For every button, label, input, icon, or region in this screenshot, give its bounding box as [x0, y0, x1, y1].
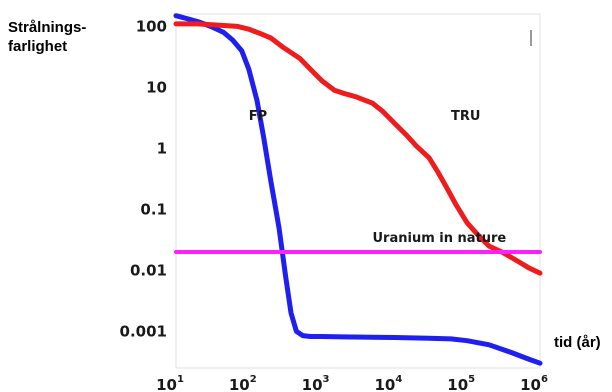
x-tick-labels: 101 102 103 104 105 106 — [156, 374, 548, 392]
x-tick-label: 102 — [229, 374, 257, 392]
y-tick-labels: 100 10 1 0.1 0.01 0.001 — [120, 17, 167, 340]
annotation-tru: TRU — [451, 109, 480, 124]
plot-frame — [175, 13, 541, 369]
y-tick-label: 0.1 — [140, 200, 167, 218]
y-tick-label: 0.001 — [120, 322, 167, 340]
x-tick-label: 101 — [156, 374, 184, 392]
x-axis-label: tid (år) — [554, 334, 601, 351]
y-tick-label: 0.01 — [130, 261, 167, 279]
y-tick-label: 10 — [146, 78, 167, 96]
y-axis-label: Strålnings- farlighet — [8, 18, 86, 56]
y-tick-label: 1 — [157, 139, 167, 157]
y-axis-label-line-2: farlighet — [8, 38, 68, 55]
y-tick-label: 100 — [136, 17, 167, 35]
y-axis-label-line-1: Strålnings- — [8, 19, 87, 36]
series-layer — [173, 13, 543, 366]
annotation-fp: FP — [249, 109, 267, 124]
series-line-fp — [173, 13, 543, 366]
x-tick-label: 105 — [447, 374, 475, 392]
x-tick-label: 103 — [302, 374, 330, 392]
series-line-tru — [173, 21, 543, 276]
annotation-uranium-in-nature: Uranium in nature — [373, 231, 507, 246]
x-tick-label: 104 — [374, 374, 402, 392]
annotations: FP TRU Uranium in nature — [249, 109, 507, 246]
x-tick-label: 106 — [520, 374, 548, 392]
